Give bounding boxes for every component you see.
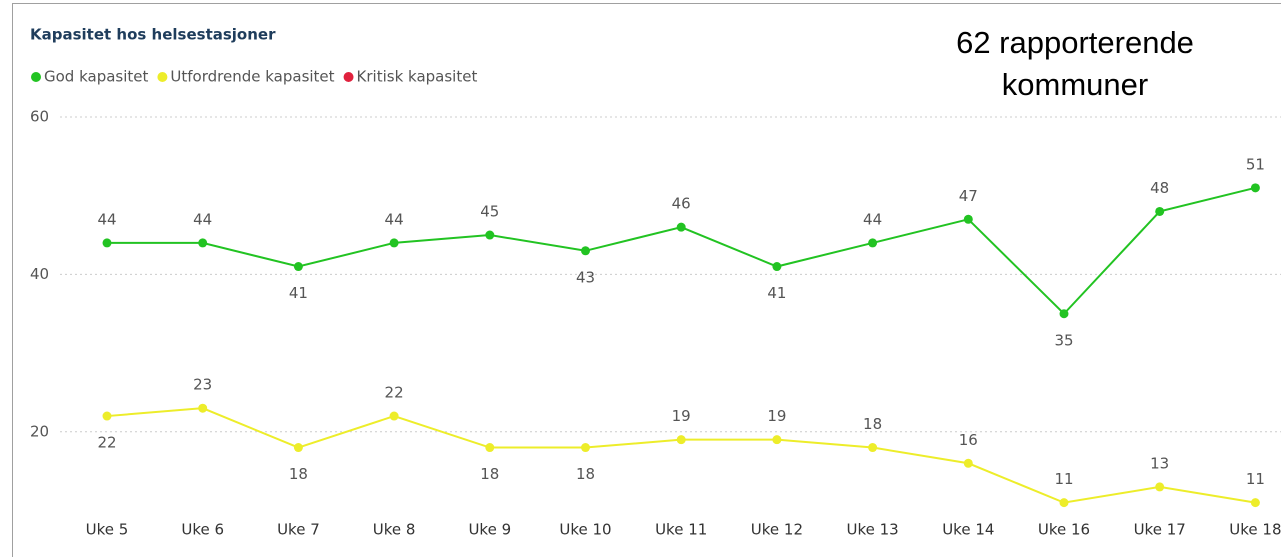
data-label: 44 (385, 210, 404, 228)
data-point (868, 238, 878, 248)
data-point (389, 411, 399, 421)
x-tick-label: Uke 8 (373, 521, 416, 539)
data-label: 44 (863, 210, 882, 228)
x-tick-label: Uke 13 (846, 521, 898, 539)
data-point (485, 443, 495, 453)
annotation: 62 rapporterende kommuner (956, 25, 1194, 102)
data-label: 43 (576, 268, 595, 286)
data-label: 51 (1246, 155, 1265, 173)
x-tick-label: Uke 16 (1038, 521, 1090, 539)
x-tick-label: Uke 6 (181, 521, 224, 539)
data-label: 18 (289, 465, 308, 483)
data-point (868, 443, 878, 453)
data-label: 18 (576, 465, 595, 483)
x-tick-label: Uke 11 (655, 521, 707, 539)
data-label: 35 (1054, 331, 1073, 349)
data-point (1059, 309, 1069, 319)
data-point (1059, 498, 1069, 508)
data-label: 22 (385, 384, 404, 402)
data-point (581, 443, 590, 453)
data-label: 44 (97, 210, 116, 228)
data-point (485, 230, 495, 240)
data-label: 23 (193, 376, 212, 394)
data-point (198, 403, 208, 413)
data-label: 41 (767, 284, 786, 302)
data-label: 19 (672, 407, 691, 425)
x-tick-label: Uke 17 (1134, 521, 1186, 539)
data-label: 11 (1246, 470, 1265, 488)
data-point (676, 222, 686, 232)
x-tick-label: Uke 9 (468, 521, 511, 539)
data-label: 16 (959, 431, 978, 449)
data-label: 11 (1054, 470, 1073, 488)
data-label: 22 (97, 434, 116, 452)
data-point (1250, 498, 1260, 508)
data-label: 18 (480, 465, 499, 483)
data-point (389, 238, 399, 248)
data-label: 48 (1150, 179, 1169, 197)
legend-label: Utfordrende kapasitet (170, 68, 334, 86)
x-tick-label: Uke 12 (751, 521, 803, 539)
data-label: 19 (767, 407, 786, 425)
data-label: 41 (289, 284, 308, 302)
frame (12, 3, 1281, 557)
x-tick-label: Uke 7 (277, 521, 320, 539)
data-point (676, 435, 686, 445)
data-label: 13 (1150, 454, 1169, 472)
x-tick-label: Uke 14 (942, 521, 994, 539)
legend-label: God kapasitet (44, 68, 149, 86)
data-point (1250, 183, 1260, 193)
y-tick-label: 40 (30, 265, 49, 283)
legend-marker (343, 72, 354, 82)
x-tick-label: Uke 18 (1229, 521, 1281, 539)
data-point (293, 443, 303, 453)
data-label: 44 (193, 210, 212, 228)
y-tick-label: 20 (30, 422, 49, 440)
data-point (1155, 206, 1165, 216)
data-point (293, 262, 303, 272)
data-point (963, 458, 973, 468)
data-point (102, 238, 112, 248)
data-point (772, 262, 782, 272)
data-label: 46 (672, 195, 691, 213)
data-point (102, 411, 112, 421)
data-point (772, 435, 782, 445)
data-point (198, 238, 208, 248)
data-label: 47 (959, 187, 978, 205)
x-tick-label: Uke 10 (559, 521, 611, 539)
data-label: 45 (480, 203, 499, 221)
data-point (963, 214, 973, 224)
y-tick-label: 60 (30, 108, 49, 126)
data-label: 18 (863, 415, 882, 433)
data-point (1155, 482, 1165, 492)
data-point (581, 246, 590, 256)
legend-marker (31, 72, 41, 82)
legend-label: Kritisk kapasitet (357, 68, 478, 86)
x-tick-label: Uke 5 (86, 521, 129, 539)
chart-title: Kapasitet hos helsestasjoner (30, 26, 276, 44)
legend-marker (157, 72, 168, 82)
